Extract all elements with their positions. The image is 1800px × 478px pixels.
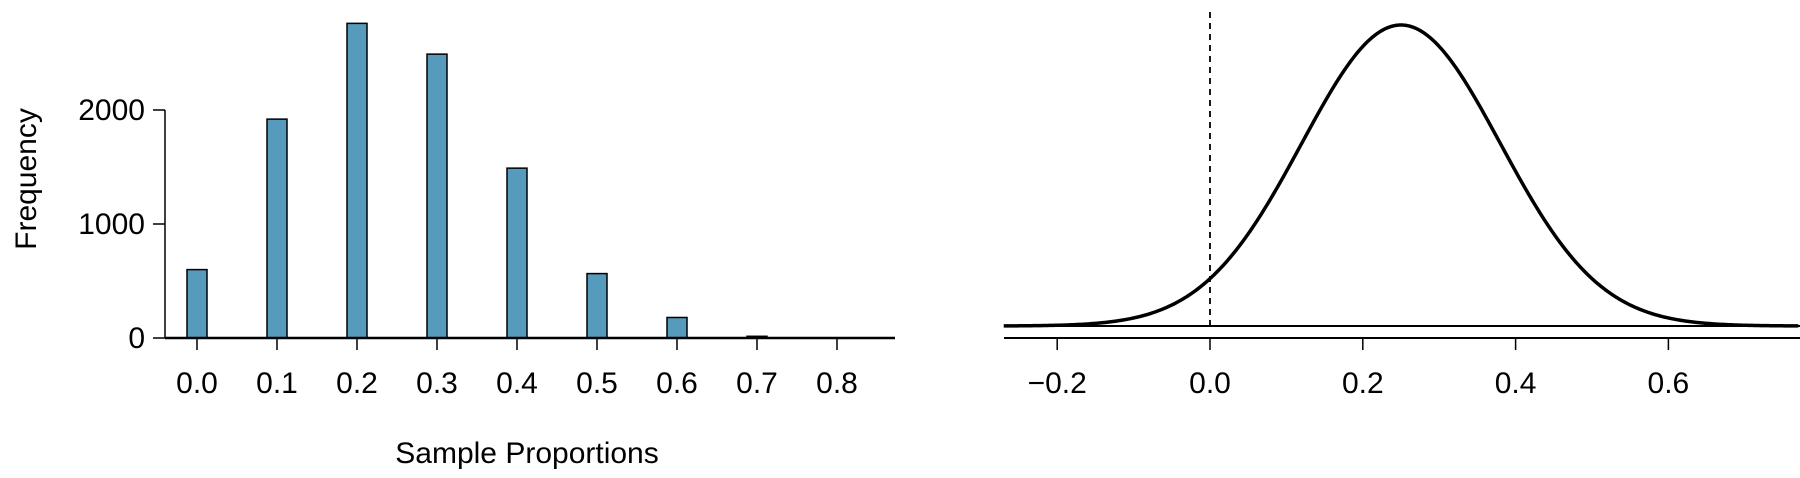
histogram-x-axis-title: Sample Proportions bbox=[395, 437, 658, 470]
histogram-bars bbox=[186, 22, 848, 340]
y-tick-label: 1000 bbox=[78, 208, 145, 241]
histogram-x-ticks: 0.0 0.1 0.2 0.3 0.4 0.5 0.6 0.7 0.8 bbox=[176, 338, 858, 400]
x-tick-label: 0.2 bbox=[1342, 367, 1384, 400]
x-tick-label: 0.4 bbox=[496, 367, 538, 400]
histogram-bar bbox=[506, 167, 528, 339]
x-tick-label: 0.3 bbox=[416, 367, 458, 400]
histogram-panel: 0.0 0.1 0.2 0.3 0.4 0.5 0.6 0.7 0.8 0 1000 2000 Sa… bbox=[10, 22, 895, 470]
x-tick-label: 0.7 bbox=[736, 367, 778, 400]
histogram-y-ticks: 0 1000 2000 bbox=[78, 94, 165, 355]
x-tick-label: 0.4 bbox=[1495, 367, 1537, 400]
x-tick-label: 0.6 bbox=[1648, 367, 1690, 400]
x-tick-label: 0.5 bbox=[576, 367, 618, 400]
histogram-bar bbox=[666, 316, 688, 339]
histogram-bar bbox=[586, 272, 608, 339]
histogram-bar bbox=[346, 22, 368, 339]
histogram-bar bbox=[426, 53, 448, 339]
x-tick-label: 0.8 bbox=[816, 367, 858, 400]
histogram-bar bbox=[186, 268, 208, 339]
y-tick-label: 0 bbox=[128, 322, 145, 355]
x-tick-label: 0.0 bbox=[1189, 367, 1231, 400]
normal-distribution-curve bbox=[1003, 23, 1799, 328]
histogram-y-axis-title: Frequency bbox=[10, 108, 43, 250]
normal-curve-x-ticks: −0.2 0.0 0.2 0.4 0.6 bbox=[1028, 338, 1690, 400]
y-tick-label: 2000 bbox=[78, 94, 145, 127]
x-tick-label: 0.1 bbox=[256, 367, 298, 400]
histogram-bar bbox=[266, 118, 288, 339]
x-tick-label: 0.6 bbox=[656, 367, 698, 400]
x-tick-label: −0.2 bbox=[1028, 367, 1087, 400]
x-tick-label: 0.2 bbox=[336, 367, 378, 400]
normal-curve-panel: −0.2 0.0 0.2 0.4 0.6 bbox=[1003, 12, 1800, 400]
x-tick-label: 0.0 bbox=[176, 367, 218, 400]
